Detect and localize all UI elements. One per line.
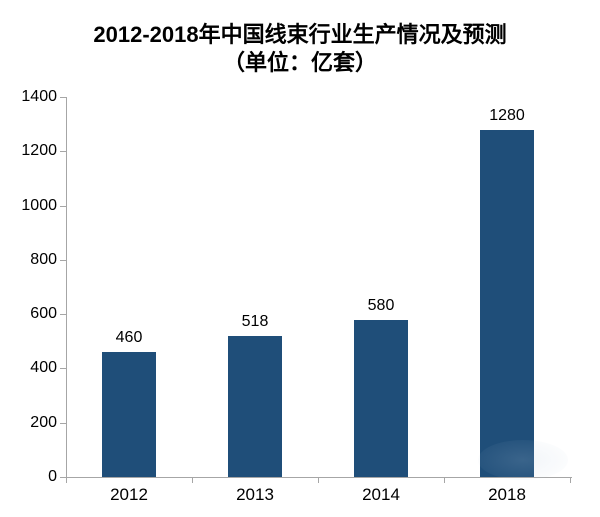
x-axis-category-label: 2018: [488, 485, 526, 504]
y-axis-tick-label: 1200: [21, 142, 57, 160]
bar-value-label: 460: [115, 329, 143, 346]
bar-2018: [480, 130, 534, 477]
x-axis-category-label: 2013: [236, 485, 274, 504]
chart-title-line1: 2012-2018年中国线束行业生产情况及预测: [93, 22, 507, 47]
x-axis-tick: [318, 478, 319, 483]
x-axis-tick: [444, 478, 445, 483]
y-axis-tick-label: 400: [30, 359, 57, 377]
y-axis-tick: [60, 314, 66, 316]
y-axis-tick: [60, 422, 66, 424]
x-axis-category-label: 2012: [110, 485, 148, 504]
y-axis-tick-label: 1400: [21, 88, 57, 105]
y-axis-line: [66, 97, 67, 483]
bar-value-label: 580: [367, 297, 395, 314]
bar-2014: [354, 320, 408, 477]
chart-title: 2012-2018年中国线束行业生产情况及预测 （单位：亿套）: [0, 21, 600, 77]
y-axis-tick-label: 200: [30, 413, 57, 431]
bar-2013: [228, 336, 282, 477]
x-axis-category-label: 2014: [362, 485, 400, 504]
y-axis-tick-label: 800: [30, 250, 57, 268]
y-axis-tick: [60, 368, 66, 370]
x-axis-line: [60, 477, 572, 478]
x-axis-tick: [570, 478, 571, 483]
chart-title-line2: （单位：亿套）: [222, 50, 377, 75]
y-axis-tick: [60, 477, 66, 478]
x-axis-tick: [66, 478, 67, 483]
y-axis-tick: [60, 259, 66, 261]
bar-value-label: 1280: [489, 107, 525, 124]
bar-value-label: 518: [241, 313, 269, 330]
x-axis-tick: [192, 478, 193, 483]
bar-2012: [102, 352, 156, 477]
y-axis-tick-label: 600: [30, 305, 57, 323]
y-axis-tick-label: 1000: [21, 196, 57, 214]
y-axis-tick: [60, 151, 66, 153]
y-axis-tick-label: 0: [48, 468, 57, 485]
y-axis-tick: [60, 205, 66, 207]
y-axis-tick: [60, 97, 66, 98]
